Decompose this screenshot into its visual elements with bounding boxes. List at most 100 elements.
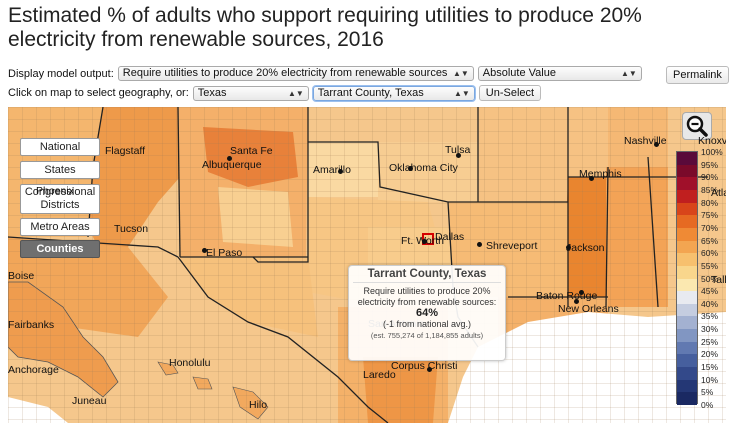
value-mode-value: Absolute Value bbox=[482, 67, 556, 79]
geography-select-row: Click on map to select geography, or: Te… bbox=[8, 85, 542, 101]
select-arrows-icon: ▲▼ bbox=[287, 88, 304, 98]
city-label-phoenix: Phoenix bbox=[36, 185, 74, 197]
output-select[interactable]: Require utilities to produce 20% electri… bbox=[117, 66, 474, 81]
geo-button-national[interactable]: National bbox=[20, 138, 100, 156]
legend-label: 0% bbox=[701, 400, 714, 410]
legend-label: 25% bbox=[701, 336, 719, 347]
value-mode-select[interactable]: Absolute Value ▲▼ bbox=[477, 66, 642, 81]
legend-swatch bbox=[677, 303, 697, 317]
legend-swatch bbox=[677, 354, 697, 368]
choropleth-map[interactable]: National States Congressional Districts … bbox=[8, 107, 726, 423]
tooltip-description: Require utilities to produce 20% electri… bbox=[357, 286, 497, 307]
city-marker-icon bbox=[654, 142, 659, 147]
geo-button-counties[interactable]: Counties bbox=[20, 240, 100, 258]
legend-swatch bbox=[677, 392, 697, 406]
city-label-el-paso: El Paso bbox=[206, 247, 243, 259]
legend-label: 80% bbox=[701, 197, 719, 208]
legend-swatch bbox=[677, 341, 697, 355]
state-select-value: Texas bbox=[197, 86, 227, 99]
legend-color-bar bbox=[676, 151, 698, 406]
unselect-button[interactable]: Un-Select bbox=[478, 85, 542, 101]
city-label-baton-rouge: Baton Rouge bbox=[536, 290, 598, 302]
city-marker-icon bbox=[566, 245, 571, 250]
city-marker-icon bbox=[456, 153, 461, 158]
legend-swatch bbox=[677, 253, 697, 267]
permalink-button[interactable]: Permalink bbox=[666, 66, 729, 84]
city-label-anchorage: Anchorage bbox=[8, 364, 59, 376]
city-marker-icon bbox=[408, 166, 413, 171]
city-label-corpus-christi: Corpus Christi bbox=[391, 360, 458, 372]
city-label-tulsa: Tulsa bbox=[445, 144, 471, 156]
legend-swatch bbox=[677, 367, 697, 381]
legend-swatch bbox=[677, 329, 697, 343]
tooltip-estimate: (est. 755,274 of 1,184,855 adults) bbox=[370, 331, 484, 340]
legend-label: 40% bbox=[701, 298, 719, 309]
city-label-knoxville: Knoxville bbox=[698, 135, 726, 147]
zoom-out-button[interactable] bbox=[682, 112, 712, 140]
legend-label: 75% bbox=[701, 210, 719, 221]
legend-label: 50% bbox=[701, 273, 719, 284]
legend-swatch bbox=[677, 177, 697, 191]
city-marker-icon bbox=[427, 367, 432, 372]
city-marker-icon bbox=[227, 156, 232, 161]
city-label-memphis: Memphis bbox=[579, 168, 622, 180]
geo-button-congressional-districts[interactable]: Congressional Districts bbox=[20, 184, 100, 214]
legend-swatch bbox=[677, 189, 697, 204]
page-title: Estimated % of adults who support requir… bbox=[8, 4, 642, 51]
city-label-amarillo: Amarillo bbox=[313, 164, 351, 176]
legend-swatch bbox=[677, 379, 697, 393]
display-output-label: Display model output: bbox=[8, 67, 114, 80]
legend-label: 10% bbox=[701, 374, 719, 385]
city-label-new-orleans: New Orleans bbox=[558, 303, 619, 315]
city-label-flagstaff: Flagstaff bbox=[105, 145, 146, 157]
legend-label: 60% bbox=[701, 248, 719, 259]
state-select[interactable]: Texas ▲▼ bbox=[192, 85, 309, 101]
city-label-honolulu: Honolulu bbox=[169, 357, 211, 369]
click-map-label: Click on map to select geography, or: bbox=[8, 87, 189, 99]
magnifier-zoom-out-icon bbox=[686, 115, 708, 137]
legend-label: 30% bbox=[701, 324, 719, 335]
tooltip-title: Tarrant County, Texas bbox=[367, 268, 487, 280]
legend-label: 45% bbox=[701, 286, 719, 297]
legend-swatch bbox=[677, 202, 697, 216]
city-label-juneau: Juneau bbox=[72, 395, 107, 407]
legend-label: 20% bbox=[701, 349, 719, 360]
select-arrows-icon: ▲▼ bbox=[620, 69, 637, 78]
legend-label: 55% bbox=[701, 260, 719, 271]
display-output-row: Display model output: Require utilities … bbox=[8, 66, 642, 81]
city-label-atlanta: Atlanta bbox=[711, 187, 726, 199]
legend-label: 15% bbox=[701, 362, 719, 373]
tooltip-value: 64% bbox=[415, 307, 439, 319]
city-marker-icon bbox=[338, 169, 343, 174]
select-arrows-icon: ▲▼ bbox=[452, 69, 469, 78]
legend-swatch bbox=[677, 215, 697, 229]
city-label-boise: Boise bbox=[8, 270, 35, 282]
legend-label: 5% bbox=[701, 387, 714, 398]
city-marker-icon bbox=[477, 242, 482, 247]
legend-label: 95% bbox=[701, 159, 719, 170]
geo-button-metro-areas[interactable]: Metro Areas bbox=[20, 218, 100, 236]
county-select-value: Tarrant County, Texas bbox=[317, 86, 424, 99]
legend-swatch bbox=[677, 265, 697, 279]
city-label-tallahassee: Tallahassee bbox=[711, 274, 726, 286]
city-label-oklahoma-city: Oklahoma City bbox=[389, 162, 458, 174]
legend-label: 65% bbox=[701, 235, 719, 246]
city-label-fairbanks: Fairbanks bbox=[8, 319, 55, 331]
city-marker-icon bbox=[579, 290, 584, 295]
output-select-value: Require utilities to produce 20% electri… bbox=[122, 67, 448, 79]
county-tooltip: Tarrant County, Texas Require utilities … bbox=[348, 265, 506, 361]
legend-swatch bbox=[677, 164, 697, 178]
legend-label: 90% bbox=[701, 172, 719, 183]
legend-swatch bbox=[677, 240, 697, 254]
city-label-tucson: Tucson bbox=[114, 223, 149, 235]
color-legend: 100% 95% 90% 85% 80% 75% 70% 65% 60% 55% 50% 45% 40%… bbox=[676, 147, 726, 410]
city-marker-icon bbox=[574, 299, 579, 304]
city-marker-icon bbox=[202, 248, 207, 253]
county-select[interactable]: Tarrant County, Texas ▲▼ bbox=[312, 85, 475, 101]
legend-label: 100% bbox=[701, 147, 723, 157]
geo-button-states[interactable]: States bbox=[20, 161, 100, 179]
tooltip-comparison: (-1 from national avg.) bbox=[382, 319, 472, 329]
legend-label: 85% bbox=[701, 184, 719, 195]
legend-swatch bbox=[677, 152, 697, 166]
city-label-santa-fe: Santa Fe bbox=[230, 145, 273, 157]
